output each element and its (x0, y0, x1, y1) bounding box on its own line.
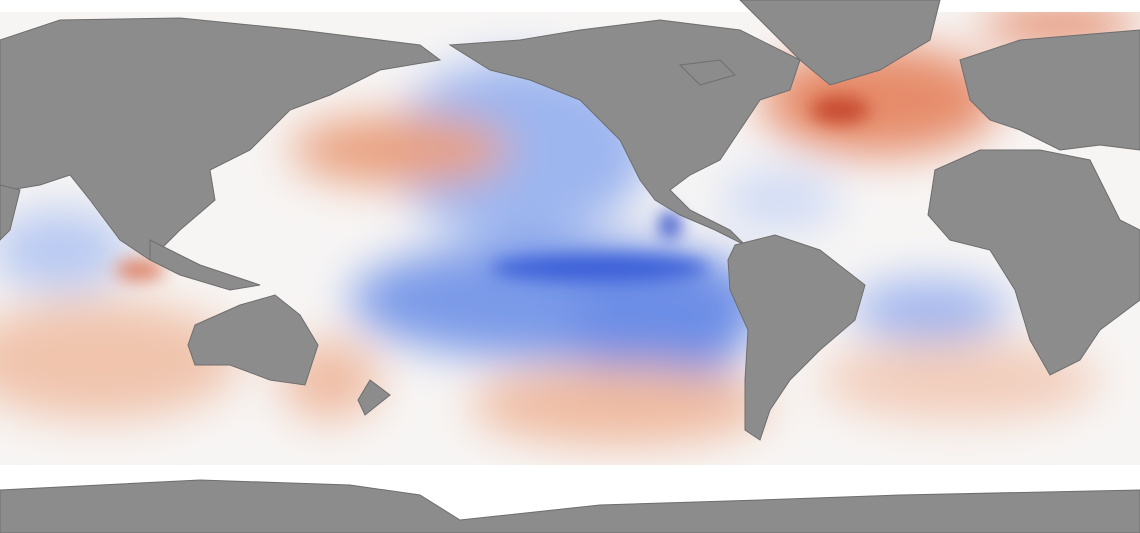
new-zealand (357, 379, 391, 416)
south-america (727, 234, 866, 441)
asia (0, 17, 442, 261)
indonesia (149, 239, 261, 291)
anomaly-peaks (115, 96, 870, 282)
australia (187, 294, 319, 386)
europe (959, 29, 1140, 151)
antarctica (0, 479, 1140, 533)
greenland (739, 0, 941, 86)
arctic-ice (0, 0, 1140, 12)
africa (927, 149, 1140, 376)
arabia (0, 184, 21, 241)
arctic-islands (678, 59, 736, 86)
